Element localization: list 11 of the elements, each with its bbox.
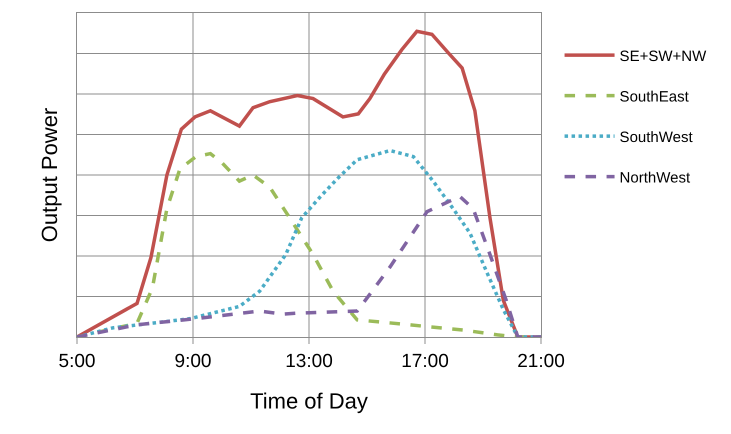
x-tick-label: 5:00 [58,350,96,372]
legend-label: SouthEast [620,88,690,106]
x-axis-title: Time of Day [250,388,368,414]
x-tick-label: 9:00 [174,350,212,372]
x-tick-label: 13:00 [285,350,333,372]
legend-label: SE+SW+NW [620,48,708,66]
y-axis-title: Output Power [36,108,62,242]
legend-label: SouthWest [620,129,694,146]
x-tick-label: 21:00 [517,350,565,372]
legend-label: NorthWest [620,170,691,187]
x-tick-label: 17:00 [401,350,449,372]
